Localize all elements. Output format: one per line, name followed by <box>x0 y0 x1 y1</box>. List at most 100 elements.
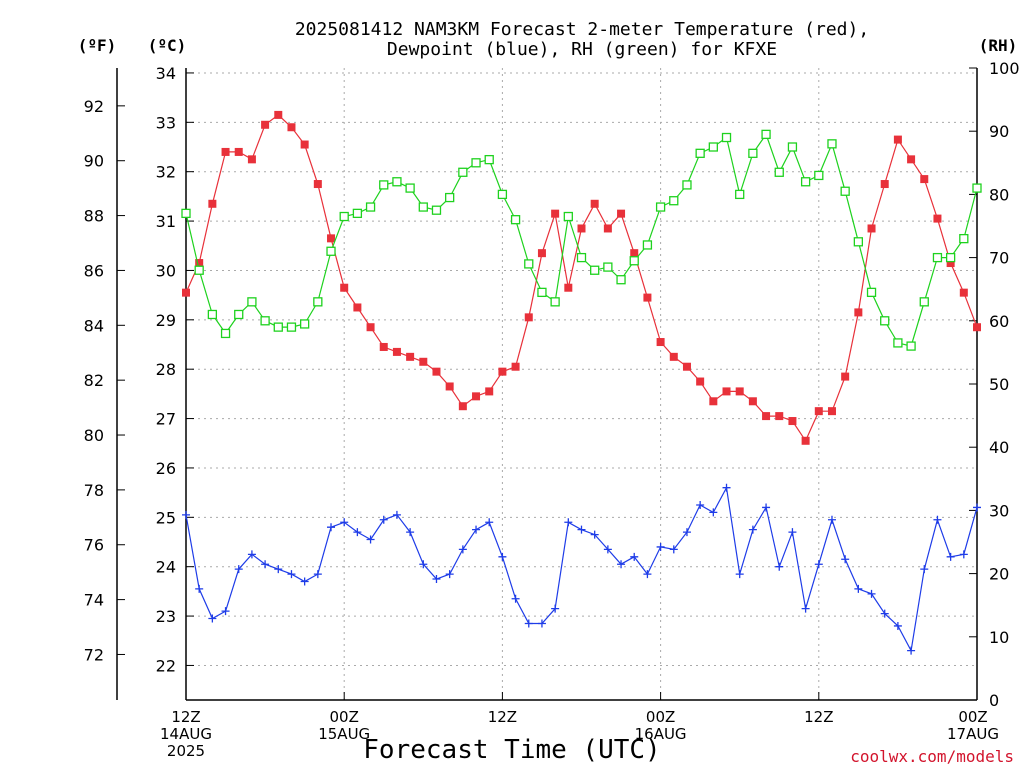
dewpoint-point <box>788 528 797 537</box>
fahrenheit-tick-label: 76 <box>84 536 104 555</box>
temperature-point <box>827 407 836 416</box>
dewpoint-point <box>722 483 731 492</box>
x-axis-label: Forecast Time (UTC) <box>363 735 660 765</box>
dewpoint-point <box>366 535 375 544</box>
dewpoint-point <box>682 528 691 537</box>
rh-tick-label: 40 <box>989 438 1009 457</box>
dewpoint-point <box>524 619 533 628</box>
dewpoint-point <box>537 619 546 628</box>
temperature-point <box>762 412 771 421</box>
celsius-tick-label: 33 <box>156 113 176 132</box>
rh-point <box>207 309 218 320</box>
rh-point <box>379 180 389 190</box>
dewpoint-point <box>814 560 823 569</box>
temperature-point <box>287 123 296 132</box>
rh-point <box>431 205 442 215</box>
dewpoint-point <box>472 525 481 534</box>
rh-point <box>484 154 494 165</box>
rh-point <box>576 252 587 263</box>
chart-title-line-2: Dewpoint (blue), RH (green) for KFXE <box>387 39 777 60</box>
dewpoint-point <box>247 550 256 559</box>
temperature-point <box>841 372 850 381</box>
dewpoint-point <box>327 523 336 532</box>
rh-point <box>590 265 600 275</box>
temperature-point <box>498 367 507 376</box>
temperature-point <box>854 308 863 317</box>
temperature-point <box>551 209 560 218</box>
rh-point <box>972 183 982 193</box>
temperature-point <box>472 392 481 401</box>
rh-tick-label: 20 <box>989 565 1009 584</box>
temperature-point <box>300 140 309 149</box>
dewpoint-point <box>748 525 757 534</box>
celsius-tick-label: 26 <box>156 459 176 478</box>
dewpoint-point <box>762 503 771 512</box>
temperature-point <box>182 288 190 297</box>
rh-point <box>655 202 666 212</box>
dewpoint-point <box>432 575 441 584</box>
celsius-tick-label: 23 <box>156 607 176 626</box>
dewpoint-point <box>195 584 204 593</box>
dewpoint-point <box>696 500 705 509</box>
dewpoint-line <box>185 485 978 653</box>
dewpoint-point <box>379 515 388 524</box>
dewpoint-point <box>617 560 626 569</box>
dewpoint-point <box>867 589 876 598</box>
temperature-point <box>406 352 415 361</box>
rh-point <box>695 148 705 158</box>
chart-title-line-1: 2025081412 NAM3KM Forecast 2-meter Tempe… <box>295 19 869 40</box>
temperature-point <box>577 224 586 233</box>
rh-point <box>405 183 415 193</box>
rh-point <box>919 297 929 307</box>
temperature-point <box>353 303 362 312</box>
temperature-point <box>327 234 336 243</box>
rh-point <box>247 297 257 307</box>
time-tick-label: 2025 <box>167 742 205 760</box>
temperature-point <box>379 342 388 351</box>
dewpoint-point <box>287 570 296 579</box>
dewpoint-point <box>406 528 415 537</box>
temperature-point <box>907 155 916 164</box>
rh-point <box>787 142 798 152</box>
fahrenheit-tick-label: 84 <box>84 316 104 335</box>
temperature-point <box>208 199 217 208</box>
dewpoint-point <box>261 560 270 569</box>
rh-point <box>827 139 837 149</box>
fahrenheit-tick-label: 72 <box>84 645 104 664</box>
data-series <box>181 110 982 655</box>
rh-point <box>537 287 547 298</box>
fahrenheit-tick-label: 88 <box>84 207 104 226</box>
dewpoint-point <box>880 609 889 618</box>
rh-point <box>273 322 283 332</box>
rh-point <box>893 338 903 348</box>
chart-axes <box>116 67 978 701</box>
dewpoint-point <box>564 518 573 527</box>
dewpoint-point <box>920 565 929 574</box>
fahrenheit-tick-label: 74 <box>84 591 104 610</box>
rh-point <box>458 167 468 177</box>
rh-point <box>906 341 916 351</box>
rh-point <box>682 180 692 190</box>
temperature-point <box>933 214 942 223</box>
temperature-point <box>524 313 533 322</box>
rh-tick-label: 90 <box>989 122 1009 141</box>
rh-point <box>761 129 771 140</box>
dewpoint-point <box>458 545 467 554</box>
time-tick-label: 12Z <box>488 708 517 726</box>
temperature-point <box>893 135 902 144</box>
rh-point <box>814 170 824 181</box>
time-tick-label: 00Z <box>958 708 987 726</box>
rh-point <box>840 186 850 196</box>
rh-point <box>286 322 297 332</box>
rh-point <box>629 256 639 266</box>
rh-point <box>524 259 534 269</box>
rh-point <box>959 233 969 244</box>
dewpoint-point <box>300 577 309 586</box>
dewpoint-point <box>959 550 968 559</box>
rh-point <box>260 316 270 326</box>
series-rh <box>181 129 982 351</box>
fahrenheit-tick-label: 90 <box>84 152 104 171</box>
rh-tick-label: 10 <box>989 628 1009 647</box>
temperature-point <box>801 436 810 445</box>
tick-labels: 22 23 24 25 26 27 28 29 30 31 32 33 34 72 74 76 78 80 82 84… <box>84 59 1020 760</box>
